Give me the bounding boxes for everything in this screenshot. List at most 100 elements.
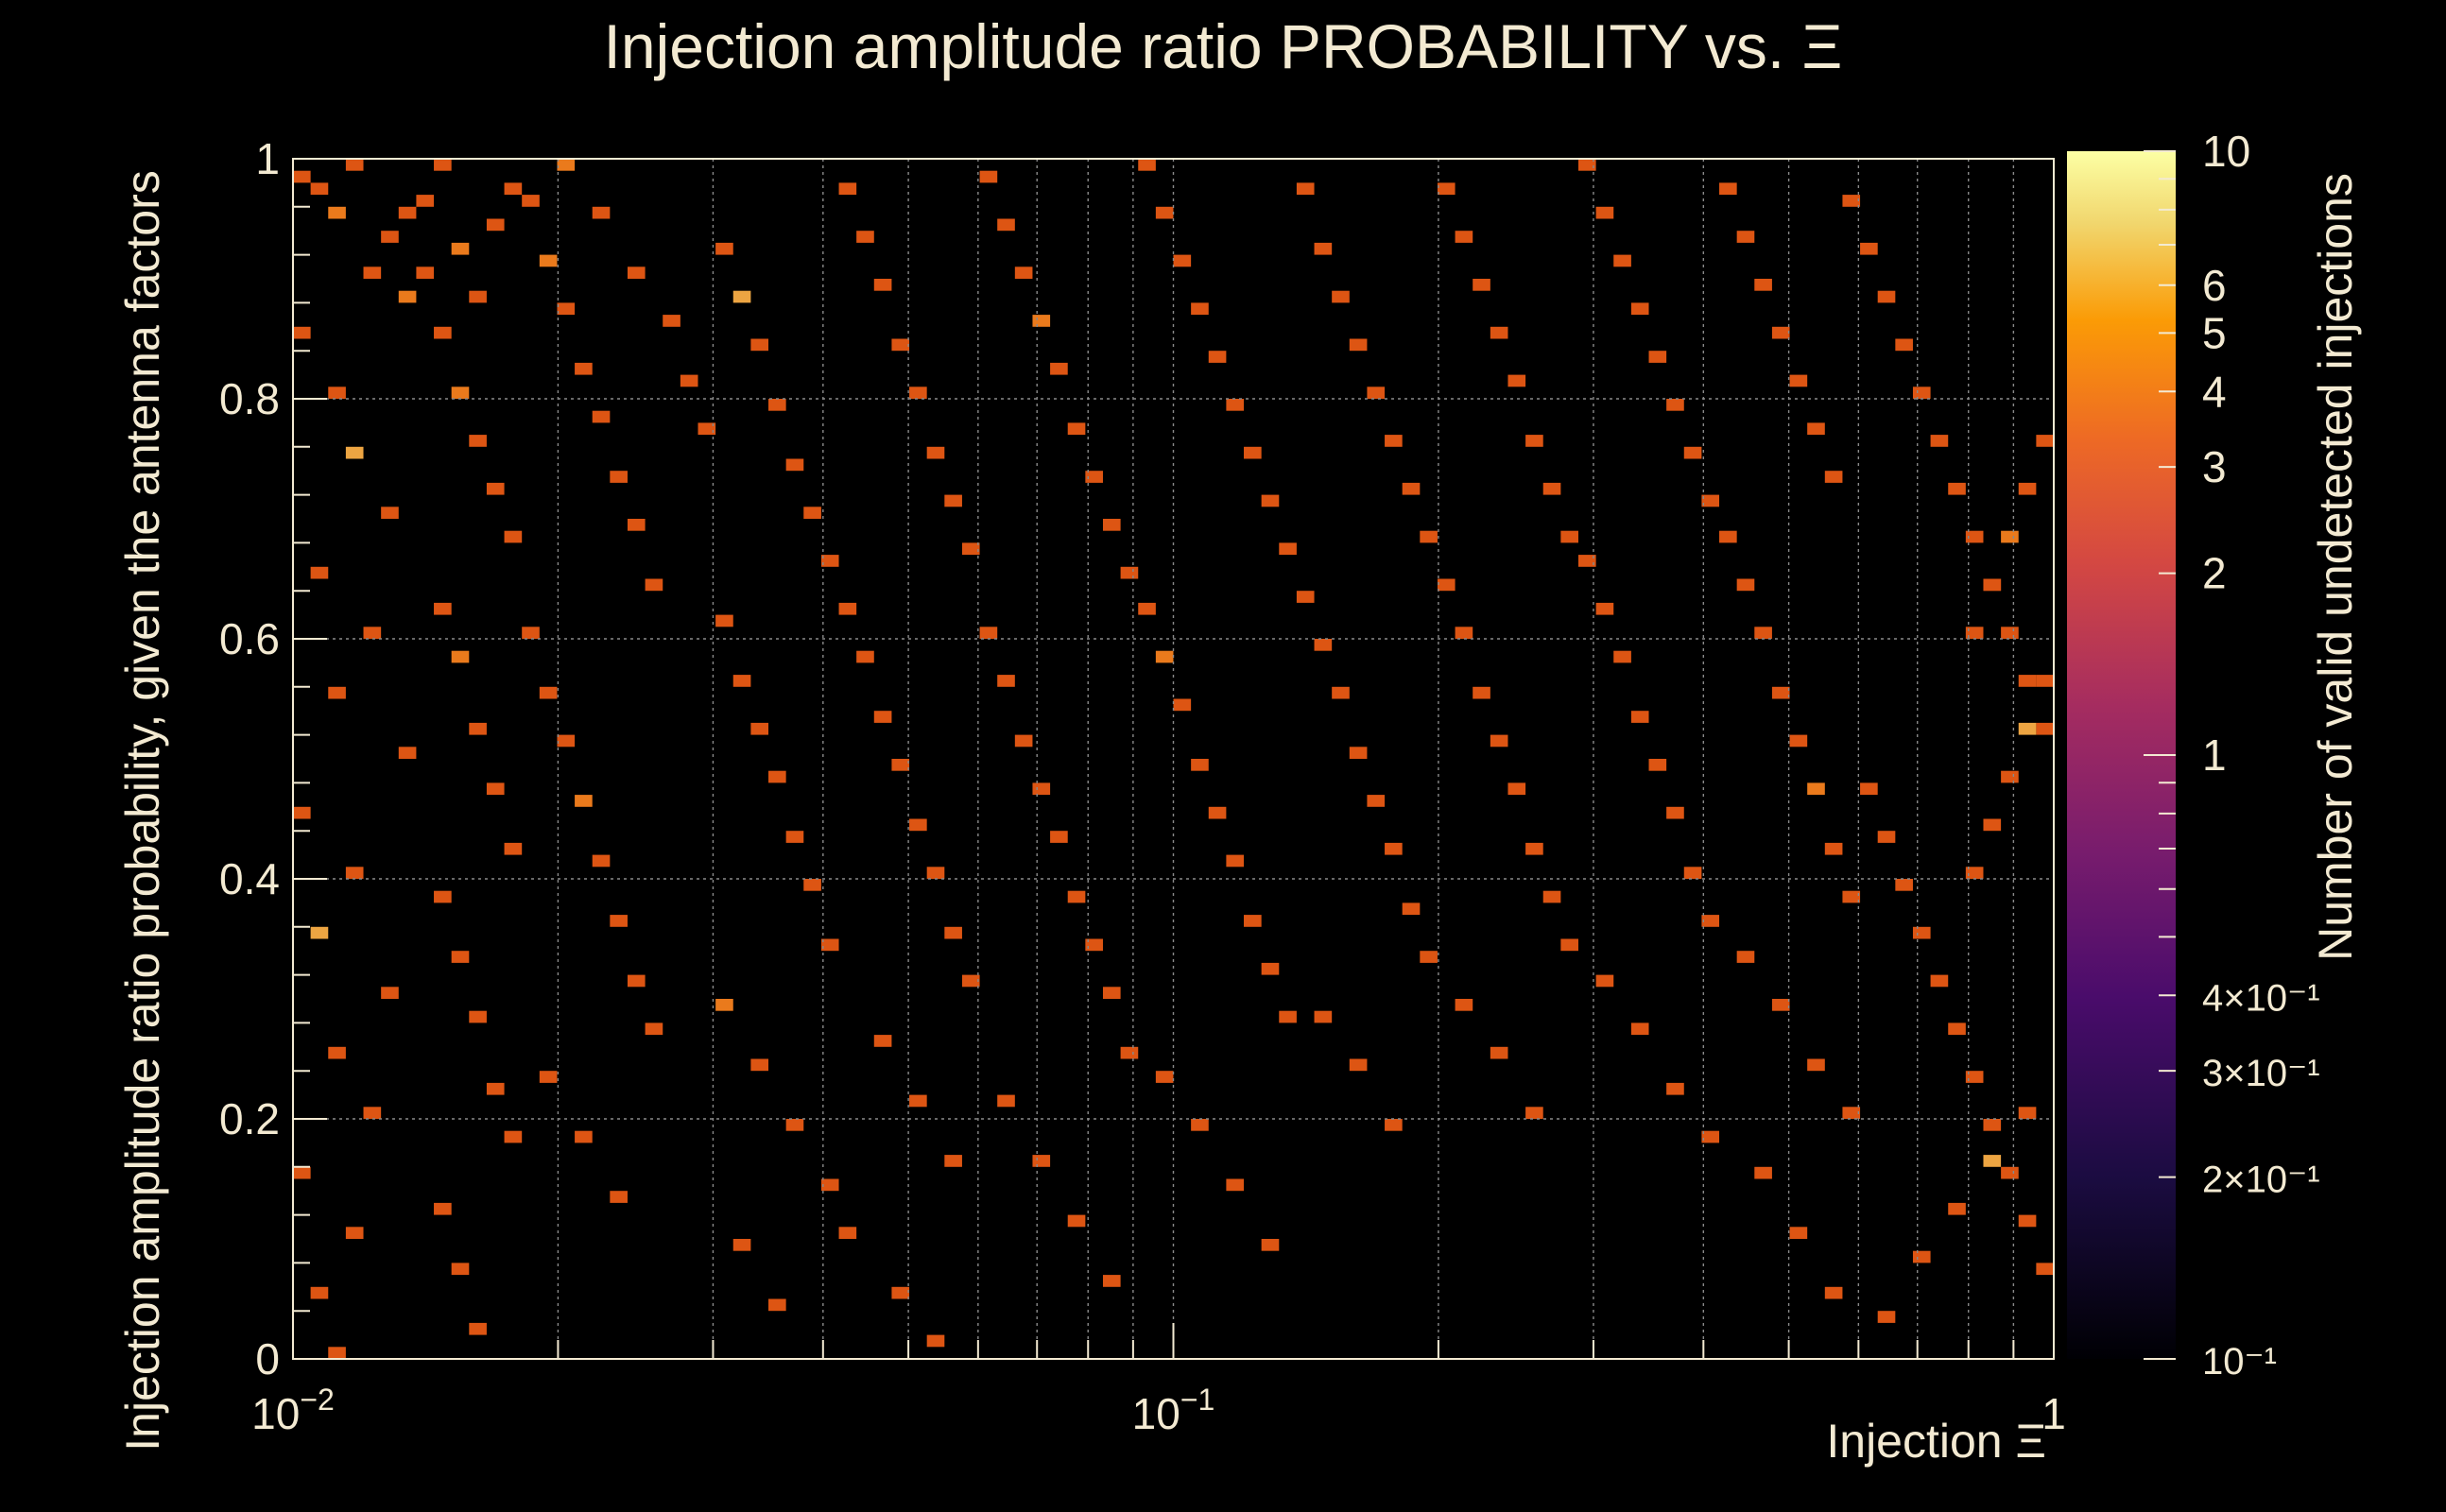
heatmap-cell — [1877, 831, 1896, 843]
heatmap-cell — [1367, 795, 1386, 807]
heatmap-cell — [768, 399, 786, 411]
grid-lines — [293, 159, 2054, 1359]
heatmap-cell — [1208, 806, 1227, 819]
heatmap-cell — [1912, 1250, 1931, 1263]
heatmap-cell — [451, 387, 470, 399]
heatmap-cell — [2001, 530, 2019, 543]
heatmap-cell — [1261, 1239, 1280, 1251]
heatmap-cell — [2036, 675, 2054, 687]
x-axis-ticks: 10−2 10−1 1 — [251, 1323, 2066, 1438]
heatmap-cell — [293, 170, 311, 183]
heatmap-cell — [1226, 854, 1245, 868]
heatmap-cell — [557, 734, 576, 747]
heatmap-cell — [1455, 627, 1473, 639]
heatmap-cell — [1824, 471, 1843, 483]
heatmap-cell — [856, 231, 874, 243]
heatmap-cell — [1067, 1214, 1086, 1228]
heatmap-cell — [997, 675, 1015, 687]
heatmap-cell — [1490, 734, 1508, 747]
heatmap-cell — [1595, 206, 1614, 219]
heatmap-cell — [1666, 399, 1684, 411]
heatmap-cell — [979, 627, 998, 639]
heatmap-cell — [944, 494, 962, 507]
heatmap-cell — [838, 182, 857, 196]
heatmap-cell — [1314, 639, 1333, 651]
heatmap-cell — [1948, 482, 1966, 495]
heatmap-cell — [1385, 435, 1403, 447]
heatmap-cell — [557, 159, 576, 171]
heatmap-cell — [451, 650, 470, 663]
heatmap-cells — [293, 159, 2054, 1359]
heatmap-cell — [715, 999, 733, 1011]
heatmap-cell — [1983, 578, 2002, 592]
heatmap-cell — [486, 1082, 505, 1095]
heatmap-cell — [1138, 159, 1156, 171]
heatmap-cell — [2001, 1166, 2019, 1179]
heatmap-cell — [768, 770, 786, 783]
heatmap-cell — [1191, 302, 1209, 316]
heatmap-cell — [1490, 326, 1508, 339]
heatmap-cell — [1050, 831, 1068, 843]
colorbar-tick-label: 2×10⁻¹ — [2202, 1160, 2320, 1201]
heatmap-cell — [715, 614, 733, 627]
heatmap-cell — [310, 1286, 329, 1299]
heatmap-cell — [645, 1022, 663, 1036]
heatmap-cell — [328, 686, 346, 699]
heatmap-cell — [1789, 1227, 1808, 1239]
heatmap-cell — [1261, 494, 1280, 507]
heatmap-cell — [1807, 1058, 1825, 1072]
heatmap-cell — [1138, 602, 1156, 615]
heatmap-cell — [1842, 1107, 1861, 1119]
heatmap-cell — [1613, 650, 1631, 663]
x-tick-label: 10−1 — [1132, 1383, 1215, 1438]
heatmap-cell — [1473, 279, 1490, 291]
heatmap-cell — [1983, 818, 2002, 832]
heatmap-cell — [1155, 206, 1174, 219]
heatmap-cell — [1155, 1071, 1174, 1083]
heatmap-cell — [856, 650, 874, 663]
heatmap-cell — [575, 1130, 593, 1143]
heatmap-cell — [1577, 159, 1596, 171]
heatmap-cell — [715, 242, 733, 255]
heatmap-cell — [1385, 842, 1403, 855]
heatmap-cell — [1490, 1046, 1508, 1059]
heatmap-cell — [398, 747, 417, 759]
heatmap-cell — [732, 290, 751, 303]
heatmap-cell — [363, 627, 382, 639]
heatmap-cell — [1648, 759, 1667, 771]
heatmap-cell — [363, 266, 382, 279]
heatmap-cell — [1930, 974, 1949, 988]
heatmap-cell — [1226, 399, 1245, 411]
heatmap-cell — [1032, 315, 1051, 327]
heatmap-cell — [1525, 842, 1543, 855]
heatmap-cell — [1860, 782, 1878, 796]
heatmap-cell — [345, 867, 364, 879]
heatmap-cell — [293, 806, 311, 819]
heatmap-cell — [2036, 722, 2054, 735]
heatmap-cell — [1860, 242, 1878, 255]
heatmap-cell — [1789, 734, 1808, 747]
heatmap-cell — [926, 867, 945, 879]
heatmap-cell — [1332, 686, 1350, 699]
heatmap-cell — [909, 387, 927, 399]
heatmap-cell — [434, 890, 452, 903]
heatmap-cell — [820, 938, 839, 952]
heatmap-cell — [1296, 182, 1315, 196]
heatmap-cell — [1965, 1071, 1984, 1083]
heatmap-cell — [328, 1347, 346, 1359]
y-axis-ticks: 0 0.2 0.4 0.6 0.8 1 — [219, 134, 327, 1383]
heatmap-cell — [1736, 231, 1755, 243]
heatmap-cell — [1244, 446, 1262, 459]
heatmap-cell — [469, 722, 487, 735]
heatmap-cell — [434, 159, 452, 171]
heatmap-cell — [2018, 482, 2037, 495]
heatmap-cell — [345, 1227, 364, 1239]
heatmap-cell — [1807, 422, 1825, 436]
y-tick-label: 0 — [255, 1334, 280, 1383]
heatmap-cell — [575, 795, 593, 807]
heatmap-cell — [504, 1130, 523, 1143]
heatmap-cell — [592, 206, 611, 219]
colorbar-tick-label: 3 — [2202, 442, 2227, 491]
heatmap-cell — [1349, 1058, 1368, 1072]
heatmap-cell — [1595, 602, 1614, 615]
